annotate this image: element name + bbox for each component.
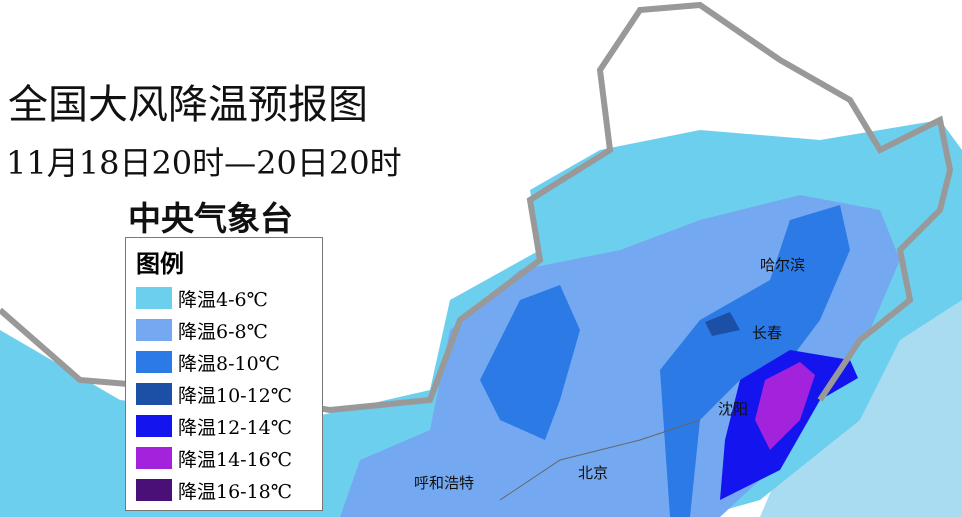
legend-swatch bbox=[136, 351, 172, 373]
province-line bbox=[499, 419, 701, 501]
cooling-8-10-west bbox=[480, 285, 580, 440]
legend-item: 降温16-18℃ bbox=[136, 478, 293, 503]
sea bbox=[760, 300, 962, 517]
legend-swatch bbox=[136, 383, 172, 405]
legend-item: 降温4-6℃ bbox=[136, 286, 268, 311]
legend-label: 降温4-6℃ bbox=[178, 288, 268, 311]
legend-item: 降温12-14℃ bbox=[136, 414, 293, 439]
legend-item: 降温6-8℃ bbox=[136, 318, 268, 343]
title: 全国大风降温预报图 bbox=[8, 82, 368, 128]
subtitle: 11月18日20时—20日20时 bbox=[6, 144, 402, 182]
cooling-14-16 bbox=[755, 362, 815, 450]
legend-item: 降温8-10℃ bbox=[136, 350, 280, 375]
legend-item: 降温10-12℃ bbox=[136, 382, 293, 407]
legend-label: 降温16-18℃ bbox=[178, 480, 293, 503]
legend-swatch bbox=[136, 415, 172, 437]
cooling-8-10-east bbox=[660, 205, 850, 517]
legend-label: 降温12-14℃ bbox=[178, 416, 293, 439]
legend-label: 降温8-10℃ bbox=[178, 352, 280, 375]
agency: 中央气象台 bbox=[128, 199, 293, 238]
legend-swatch bbox=[136, 479, 172, 501]
legend-item: 降温14-16℃ bbox=[136, 446, 293, 471]
legend-label: 降温14-16℃ bbox=[178, 448, 293, 471]
legend-swatch bbox=[136, 287, 172, 309]
city-label: 长春 bbox=[752, 324, 783, 342]
legend-swatch bbox=[136, 319, 172, 341]
legend-label: 降温6-8℃ bbox=[178, 320, 268, 343]
legend-swatch bbox=[136, 447, 172, 469]
city-label: 沈阳 bbox=[718, 400, 749, 418]
legend: 图例 降温4-6℃ 降温6-8℃ 降温8-10℃ 降温10-12℃ 降温12-14℃ 降温… bbox=[125, 237, 323, 511]
legend-label: 降温10-12℃ bbox=[178, 384, 293, 407]
city-label: 哈尔滨 bbox=[760, 256, 806, 274]
city-label: 北京 bbox=[578, 464, 609, 482]
cooling-10-12 bbox=[705, 312, 740, 336]
legend-title: 图例 bbox=[136, 250, 184, 278]
city-label: 呼和浩特 bbox=[414, 474, 475, 492]
border bbox=[0, 1, 954, 414]
